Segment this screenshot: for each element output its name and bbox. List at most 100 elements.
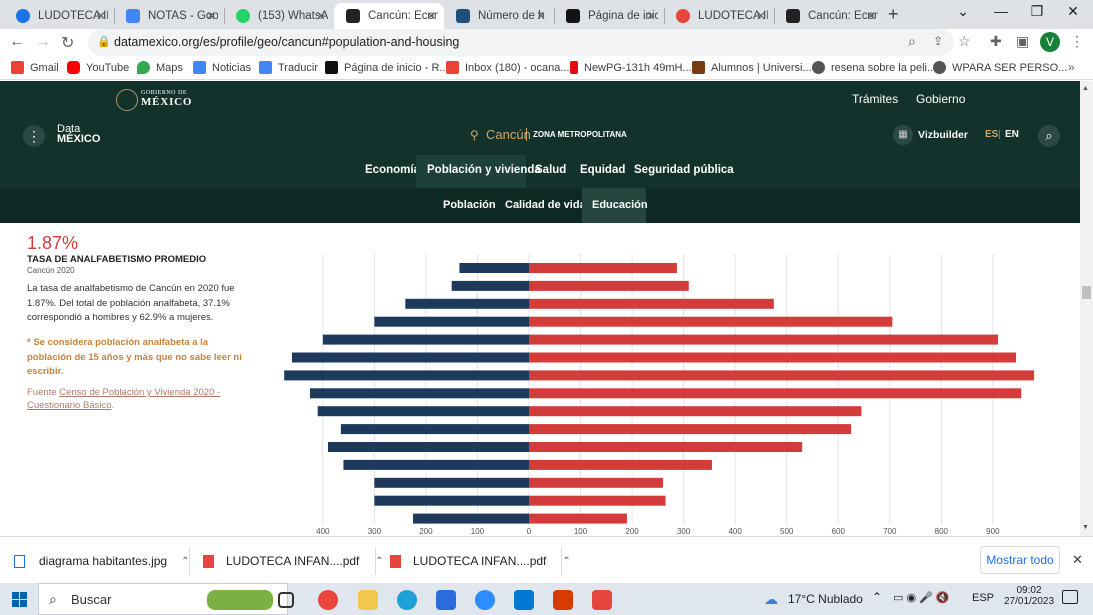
acrobat-icon[interactable] bbox=[592, 590, 612, 610]
bar-right[interactable] bbox=[529, 334, 999, 345]
tab-6[interactable]: LUDOTECA IN ✕ bbox=[664, 3, 774, 29]
bar-left[interactable] bbox=[413, 513, 529, 524]
source-link[interactable]: Cuestionario Básico bbox=[27, 399, 112, 411]
show-all-downloads-button[interactable]: Mostrar todo bbox=[980, 546, 1060, 574]
taskbar-search-box[interactable]: ⌕ Buscar bbox=[38, 583, 288, 615]
share-icon[interactable]: ⇪ bbox=[933, 34, 944, 48]
notifications-icon[interactable] bbox=[1062, 590, 1078, 604]
zoom-icon[interactable] bbox=[475, 590, 495, 610]
bookmark-netflix[interactable]: NewPG-131h 49mH... bbox=[570, 61, 692, 74]
tab-close-icon[interactable]: ✕ bbox=[535, 9, 546, 23]
language-indicator[interactable]: ESP bbox=[972, 592, 995, 604]
bar-right[interactable] bbox=[529, 406, 862, 417]
nav-economia[interactable]: Economía bbox=[365, 164, 420, 176]
bar-right[interactable] bbox=[529, 442, 803, 452]
new-tab-icon[interactable]: + bbox=[888, 4, 899, 24]
tab-close-icon[interactable]: ✕ bbox=[95, 9, 106, 23]
download-item-2[interactable]: LUDOTECA INFAN....pdf ⌃ bbox=[390, 554, 571, 568]
tray-chevron-icon[interactable]: ⌃ bbox=[872, 590, 883, 604]
reload-icon[interactable]: ↻ bbox=[61, 35, 75, 52]
forward-icon[interactable]: → bbox=[35, 33, 51, 50]
lang-en[interactable]: EN bbox=[1005, 129, 1019, 140]
bar-left[interactable] bbox=[343, 459, 529, 470]
download-item-1[interactable]: LUDOTECA INFAN....pdf ⌃ bbox=[203, 554, 384, 568]
lang-es[interactable]: ES bbox=[985, 129, 999, 140]
bar-left[interactable] bbox=[451, 280, 529, 291]
bar-right[interactable] bbox=[529, 352, 1017, 363]
nav-poblacion-vivienda[interactable]: Población y vivienda bbox=[427, 164, 541, 176]
source-link[interactable]: Censo de Población y Vivienda 2020 - bbox=[59, 387, 221, 398]
minimize-icon[interactable]: — bbox=[994, 3, 1008, 19]
bar-left[interactable] bbox=[284, 370, 529, 381]
tab-0[interactable]: LUDOTECA IN ✕ bbox=[4, 3, 114, 29]
datamexico-logo[interactable]: Data MÉXICO bbox=[57, 123, 100, 145]
bookmark-wpara[interactable]: WPARA SER PERSO... bbox=[933, 61, 1067, 74]
subnav-poblacion[interactable]: Población bbox=[443, 199, 496, 211]
bar-right[interactable] bbox=[529, 280, 689, 291]
bar-left[interactable] bbox=[309, 388, 529, 399]
tab-5[interactable]: Página de inic ✕ bbox=[554, 3, 664, 29]
zoom-search-icon[interactable]: ⌕ bbox=[908, 33, 916, 49]
bar-right[interactable] bbox=[529, 316, 893, 327]
menu-kebab-icon[interactable]: ⋮ bbox=[1070, 33, 1084, 49]
download-chevron-icon[interactable]: ⌃ bbox=[181, 555, 190, 567]
tab-3-active[interactable]: Cancún: Econ ✕ bbox=[334, 3, 444, 29]
link-tramites[interactable]: Trámites bbox=[852, 92, 899, 106]
bar-right[interactable] bbox=[529, 388, 1022, 399]
restore-icon[interactable]: ❐ bbox=[1030, 3, 1044, 19]
bar-left[interactable] bbox=[374, 316, 529, 327]
tab-close-icon[interactable]: ✕ bbox=[425, 9, 436, 23]
bookmark-gmail[interactable]: Gmail bbox=[11, 61, 59, 74]
tray-icons[interactable]: ▭ ◉ 🎤 🔇 bbox=[893, 592, 950, 604]
bar-right[interactable] bbox=[529, 495, 666, 506]
search-icon[interactable]: ⌕ bbox=[1038, 125, 1060, 147]
side-panel-icon[interactable]: ▣ bbox=[1016, 33, 1030, 49]
bar-right[interactable] bbox=[529, 298, 774, 309]
weather-text[interactable]: 17°C Nublado bbox=[788, 592, 863, 606]
tab-7[interactable]: Cancún: Econ ✕ bbox=[774, 3, 884, 29]
profile-avatar[interactable]: V bbox=[1040, 32, 1060, 52]
tab-close-icon[interactable]: ✕ bbox=[645, 9, 656, 23]
bar-right[interactable] bbox=[529, 477, 664, 488]
bookmark-inbox[interactable]: Inbox (180) - ocana... bbox=[446, 61, 570, 74]
vizbuilder-icon[interactable]: ▦ bbox=[893, 125, 913, 145]
bar-left[interactable] bbox=[459, 263, 529, 273]
bar-left[interactable] bbox=[374, 477, 529, 488]
tab-search-chevron-icon[interactable]: ⌄ bbox=[957, 3, 969, 19]
bookmark-youtube[interactable]: YouTube bbox=[67, 61, 129, 74]
file-explorer-icon[interactable] bbox=[358, 590, 378, 610]
mail-icon[interactable] bbox=[514, 590, 534, 610]
download-chevron-icon[interactable]: ⌃ bbox=[375, 555, 384, 567]
tab-close-icon[interactable]: ✕ bbox=[315, 9, 326, 23]
subnav-educacion[interactable]: Educación bbox=[592, 199, 648, 211]
bookmark-noticias[interactable]: Noticias bbox=[193, 61, 251, 74]
bar-left[interactable] bbox=[405, 298, 529, 309]
tab-1[interactable]: NOTAS - Goo ✕ bbox=[114, 3, 224, 29]
nav-equidad[interactable]: Equidad bbox=[580, 164, 626, 176]
bar-left[interactable] bbox=[374, 495, 529, 506]
bar-right[interactable] bbox=[529, 424, 852, 435]
task-view-icon[interactable] bbox=[278, 592, 294, 608]
windows-start-icon[interactable] bbox=[12, 592, 27, 607]
chrome-taskbar-icon[interactable] bbox=[318, 590, 338, 610]
bookmark-resena[interactable]: resena sobre la peli... bbox=[812, 61, 936, 74]
bar-left[interactable] bbox=[322, 334, 529, 345]
scroll-up-icon[interactable]: ▲ bbox=[1082, 85, 1089, 92]
tab-2[interactable]: (153) WhatsA ✕ bbox=[224, 3, 334, 29]
vizbuilder-link[interactable]: Vizbuilder bbox=[918, 129, 968, 141]
office-icon[interactable] bbox=[553, 590, 573, 610]
bar-left[interactable] bbox=[327, 442, 529, 452]
bar-left[interactable] bbox=[291, 352, 529, 363]
bar-left[interactable] bbox=[340, 424, 529, 435]
address-bar[interactable]: 🔒 datamexico.org/es/profile/geo/cancun#p… bbox=[88, 29, 954, 56]
page-scrollbar[interactable]: ▲ ▼ bbox=[1080, 81, 1093, 536]
nav-salud[interactable]: Salud bbox=[535, 164, 567, 176]
bookmark-pagina-inicio[interactable]: Página de inicio - R... bbox=[325, 61, 449, 74]
bar-right[interactable] bbox=[529, 513, 627, 524]
gob-logo[interactable]: GOBIERNO DE MÉXICO bbox=[141, 90, 192, 108]
close-downloads-icon[interactable]: ✕ bbox=[1072, 552, 1083, 567]
link-gobierno[interactable]: Gobierno bbox=[916, 92, 966, 106]
tab-close-icon[interactable]: ✕ bbox=[865, 9, 876, 23]
subnav-calidad-vida[interactable]: Calidad de vida bbox=[505, 199, 586, 211]
nav-seguridad-publica[interactable]: Seguridad pública bbox=[634, 164, 734, 176]
